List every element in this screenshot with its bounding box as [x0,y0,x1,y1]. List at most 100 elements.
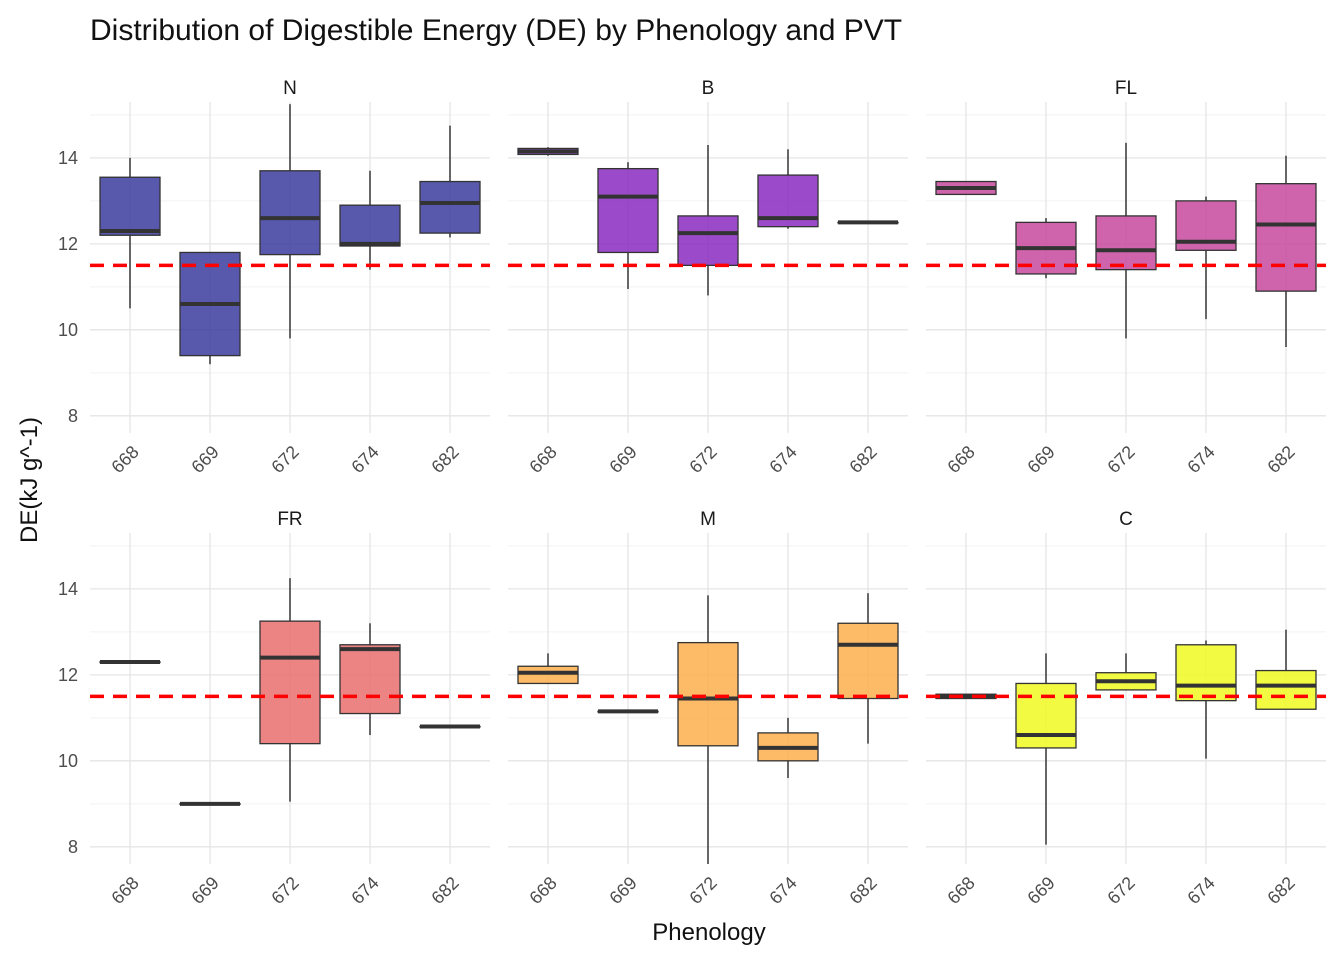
box-674 [339,170,401,270]
box-iqr [259,170,321,256]
box-682 [837,220,899,225]
box-iqr [1175,644,1237,702]
y-tick-label: 10 [58,320,78,340]
box-668 [935,180,997,196]
strip-label: M [700,509,716,530]
box-672 [259,104,321,339]
y-tick-label: 14 [58,148,78,168]
box-672 [1095,142,1157,339]
box-668 [517,147,579,156]
box-669 [179,801,241,806]
box-iqr [1255,669,1317,710]
x-tick-label: 668 [943,442,978,477]
y-axis-title: DE(kJ g^-1) [16,417,43,543]
x-tick-label: 668 [525,873,560,908]
box-672 [677,595,739,864]
x-tick-label: 674 [347,873,382,908]
x-tick-label: 672 [267,442,302,477]
x-tick-label: 668 [943,873,978,908]
x-tick-label: 674 [765,442,800,477]
y-tick-label: 10 [58,751,78,771]
x-tick-label: 674 [347,442,382,477]
box-672 [1095,653,1157,691]
strip-label: C [1119,509,1133,530]
panel-n: N 8 10 12 14 668 669 672 674 682 [58,78,490,477]
y-tick-label: 12 [58,665,78,685]
strip-label: FR [277,509,302,530]
panel-fr: FR 8 10 12 14 668 669 672 674 682 [58,509,490,908]
box-iqr [419,180,481,234]
box-672 [677,144,739,296]
x-tick-label: 668 [525,442,560,477]
x-tick-label: 669 [187,442,222,477]
box-669 [1015,218,1077,279]
box-iqr [339,204,401,247]
x-tick-label: 674 [765,873,800,908]
box-668 [99,659,161,664]
strip-label: B [702,78,715,99]
x-tick-label: 682 [427,442,462,477]
box-iqr [677,215,739,267]
x-tick-label: 682 [1263,442,1298,477]
box-674 [757,149,819,229]
box-674 [757,717,819,779]
y-tick-label: 12 [58,234,78,254]
x-tick-label: 669 [187,873,222,908]
x-tick-label: 682 [1263,873,1298,908]
box-672 [259,578,321,802]
box-iqr [1015,682,1077,749]
x-tick-label: 668 [107,442,142,477]
x-axis-title: Phenology [652,919,765,946]
box-669 [597,162,659,289]
x-tick-label: 674 [1183,873,1218,908]
panel-b: B 668 669 672 674 682 [508,78,908,477]
x-tick-label: 682 [427,873,462,908]
box-674 [339,623,401,736]
x-tick-label: 672 [685,442,720,477]
x-tick-label: 672 [685,873,720,908]
box-iqr [1095,215,1157,271]
box-iqr [1255,183,1317,292]
box-668 [517,653,579,685]
box-674 [1175,640,1237,759]
x-tick-label: 672 [1103,442,1138,477]
box-iqr [597,167,659,254]
box-682 [837,593,899,744]
box-iqr [99,176,161,236]
box-iqr [259,620,321,745]
x-tick-label: 669 [1023,442,1058,477]
box-669 [179,251,241,365]
y-tick-label: 8 [68,406,78,426]
box-iqr [837,622,899,700]
y-tick-label: 14 [58,579,78,599]
x-tick-label: 668 [107,873,142,908]
strip-label: FL [1115,78,1137,99]
box-682 [1255,629,1317,710]
x-tick-label: 682 [845,442,880,477]
x-tick-label: 672 [267,873,302,908]
x-tick-label: 672 [1103,873,1138,908]
box-668 [935,693,997,700]
box-668 [99,157,161,309]
box-iqr [339,644,401,715]
chart-title: Distribution of Digestible Energy (DE) b… [90,14,902,47]
panel-m: M 668 669 672 674 682 [508,509,908,908]
x-tick-label: 669 [605,442,640,477]
box-682 [419,125,481,238]
panel-fl: FL 668 669 672 674 682 [926,78,1326,477]
strip-label: N [283,78,297,99]
box-669 [597,709,659,714]
box-674 [1175,196,1237,320]
x-tick-label: 669 [605,873,640,908]
x-tick-label: 669 [1023,873,1058,908]
box-682 [1255,155,1317,348]
x-tick-label: 682 [845,873,880,908]
panel-c: C 668 669 672 674 682 [926,509,1326,908]
box-iqr [677,641,739,747]
box-669 [1015,653,1077,845]
box-iqr [517,665,579,685]
x-tick-label: 674 [1183,442,1218,477]
y-tick-label: 8 [68,837,78,857]
